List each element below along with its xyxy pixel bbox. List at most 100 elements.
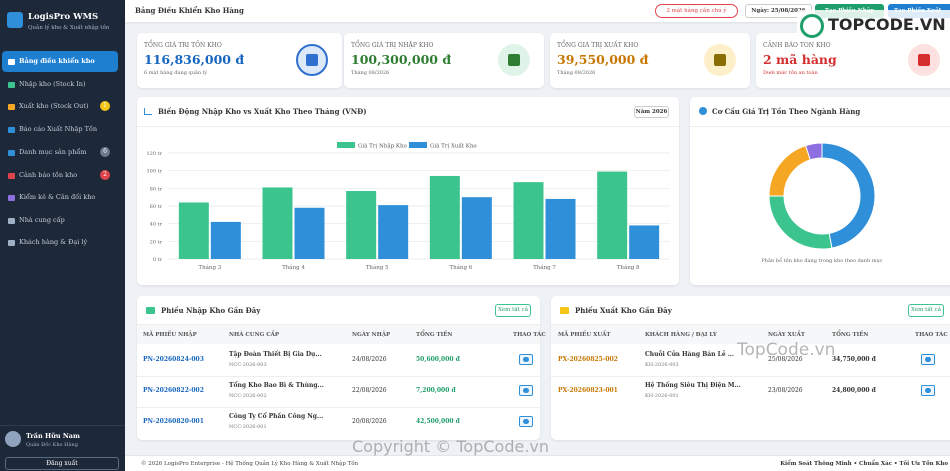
- menu-active: [2, 51, 118, 72]
- kpi-sub: Tháng 08/2026: [557, 70, 596, 76]
- column-header: NHÀ CUNG CẤP: [229, 332, 279, 338]
- partner-code: NCC-2026-002: [229, 393, 267, 399]
- bar: [429, 175, 460, 259]
- menu-icon: [8, 172, 15, 179]
- brand: LogisPro WMS: [28, 12, 99, 22]
- menu-icon: [8, 81, 15, 88]
- footer-right: Kiểm Soát Thông Minh • Chuẩn Xác • Tối Ư…: [780, 461, 948, 467]
- x-tick-label: Tháng 4: [282, 264, 305, 271]
- voucher-date: 23/08/2026: [768, 387, 803, 394]
- sidebar-divider: [0, 425, 125, 426]
- kpi-glyph: [508, 54, 520, 66]
- y-tick-label: 120 tr: [146, 151, 162, 157]
- bar: [378, 205, 409, 259]
- partner-name: Tổng Kho Bao Bì & Thùng...: [229, 382, 324, 389]
- menu-icon: [8, 59, 15, 65]
- voucher-date: 22/08/2026: [352, 387, 387, 394]
- voucher-code[interactable]: PX-20260823-001: [558, 387, 618, 394]
- x-tick-label: Tháng 3: [198, 264, 221, 271]
- donut-segment: [768, 195, 833, 250]
- menu-item[interactable]: Cảnh báo tồn kho: [19, 170, 78, 179]
- x-tick-label: Tháng 7: [533, 264, 556, 271]
- watermark: Copyright © TopCode.vn: [352, 437, 550, 456]
- voucher-total: 34,750,000 đ: [832, 356, 876, 363]
- chart-title: Biến Động Nhập Kho vs Xuất Kho Theo Thán…: [158, 107, 367, 116]
- bar: [294, 207, 325, 259]
- partner-name: Hệ Thống Siêu Thị Điện M...: [645, 382, 741, 389]
- watermark: TopCode.vn: [737, 340, 836, 360]
- voucher-code[interactable]: PX-20260825-002: [558, 356, 618, 363]
- menu-icon: [8, 126, 15, 133]
- voucher-total: 50,600,000 đ: [416, 356, 460, 363]
- table-card: Phiếu Xuất Kho Gần Đây Xem tất cả MÃ PHIẾU…: [551, 296, 950, 440]
- card-divider: [551, 324, 950, 325]
- voucher-code[interactable]: PN-20260822-002: [143, 387, 204, 394]
- watermark: TOPCODE.VN: [828, 15, 946, 34]
- y-tick-label: 80 tr: [150, 186, 163, 192]
- period-button[interactable]: Năm 2026: [634, 106, 669, 118]
- kpi-label: TỔNG GIÁ TRỊ NHẬP KHO: [351, 42, 434, 49]
- menu-item[interactable]: Bảng điều khiển kho: [19, 57, 95, 65]
- menu-item[interactable]: Xuất kho (Stock Out): [19, 102, 89, 110]
- menu-item[interactable]: Danh mục sản phẩm: [19, 148, 87, 156]
- bar: [545, 198, 576, 259]
- header-title: Bảng Điều Khiển Kho Hàng: [135, 6, 244, 15]
- partner-code: KH-2026-003: [645, 362, 679, 368]
- bar: [178, 202, 209, 259]
- row-divider: [551, 376, 950, 377]
- view-all-button[interactable]: Xem tất cả: [495, 304, 531, 317]
- kpi-label: CẢNH BÁO TỒN KHO: [763, 42, 831, 49]
- y-tick-label: 100 tr: [146, 169, 162, 175]
- card-divider: [690, 126, 950, 127]
- view-eye: [523, 388, 529, 393]
- user-name: Trần Hữu Nam: [26, 432, 80, 440]
- logout-button[interactable]: Đăng xuất: [5, 457, 119, 470]
- table-icon: [560, 307, 569, 314]
- column-header: NGÀY NHẬP: [352, 332, 391, 338]
- column-header: TỔNG TIỀN: [832, 332, 869, 338]
- voucher-code[interactable]: PN-20260820-001: [143, 418, 204, 425]
- y-tick-label: 40 tr: [150, 222, 163, 228]
- view-eye: [925, 357, 931, 362]
- partner-name: Công Ty Cổ Phần Công Ng...: [229, 413, 324, 420]
- view-all-button[interactable]: Xem tất cả: [908, 304, 944, 317]
- table-header-bg: [551, 325, 950, 344]
- menu-item[interactable]: Kiểm kê & Cân đối kho: [19, 193, 96, 201]
- header: [125, 0, 950, 22]
- watermark-logo-icon: [800, 14, 824, 38]
- column-header: KHÁCH HÀNG / ĐẠI LÝ: [645, 332, 717, 338]
- user-role: Quản Đốc Kho Hàng: [26, 442, 78, 448]
- menu-item[interactable]: Khách hàng & Đại lý: [19, 238, 88, 246]
- view-eye: [925, 388, 931, 393]
- kpi-glyph: [714, 54, 726, 66]
- kpi-value: 39,550,000 đ: [557, 52, 649, 67]
- x-tick-label: Tháng 5: [366, 264, 389, 271]
- view-eye: [523, 419, 529, 424]
- partner-name: Chuỗi Cửa Hàng Bán Lẻ ...: [645, 351, 734, 358]
- menu-badge: 6: [100, 147, 110, 157]
- kpi-glyph: [306, 54, 318, 66]
- donut-icon: [699, 107, 707, 115]
- view-eye: [523, 357, 529, 362]
- alert-pill[interactable]: 2 mặt hàng cần chú ý: [655, 4, 738, 18]
- menu-icon: [8, 104, 15, 110]
- menu-item[interactable]: Nhà cung cấp: [19, 215, 65, 224]
- row-divider: [137, 407, 540, 408]
- column-header: TỔNG TIỀN: [416, 332, 453, 338]
- table-header-bg: [137, 325, 540, 344]
- footer: [125, 455, 950, 471]
- bar: [461, 197, 492, 259]
- partner-name: Tập Đoàn Thiết Bị Gia Dụ...: [229, 351, 322, 358]
- menu-item[interactable]: Báo cáo Xuất Nhập Tồn: [19, 124, 98, 133]
- voucher-code[interactable]: PN-20260824-003: [143, 356, 204, 363]
- column-header: THAO TÁC: [915, 332, 948, 338]
- footer-left: © 2026 LogisPro Enterprise - Hệ Thống Qu…: [141, 461, 359, 467]
- legend-label: Giá Trị Nhập Kho: [358, 143, 408, 150]
- voucher-date: 24/08/2026: [352, 356, 387, 363]
- card-divider: [137, 126, 679, 127]
- menu-item[interactable]: Nhập kho (Stock In): [19, 79, 86, 88]
- partner-code: NCC-2026-003: [229, 362, 267, 368]
- column-header: NGÀY XUẤT: [768, 332, 805, 338]
- donut-segment: [821, 142, 876, 249]
